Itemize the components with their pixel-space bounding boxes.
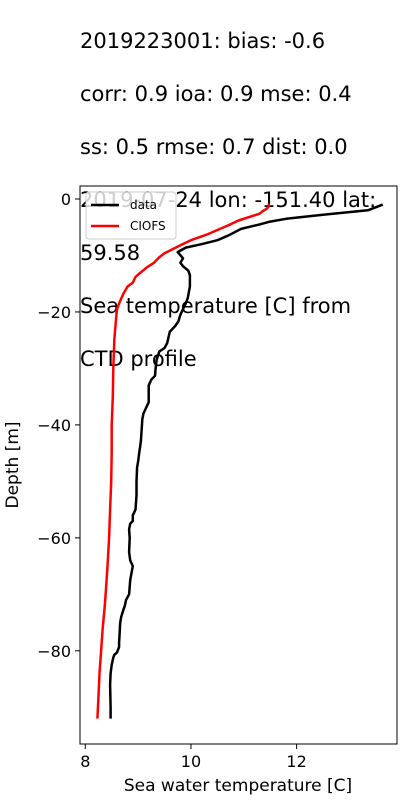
title-line: corr: 0.9 ioa: 0.9 mse: 0.4: [80, 81, 352, 106]
x-tick-label: 12: [286, 752, 306, 771]
y-axis-label: Depth [m]: [3, 421, 23, 508]
y-tick-label: 0: [61, 190, 71, 209]
legend-label-ciofs: CIOFS: [130, 219, 166, 233]
legend: data CIOFS: [85, 191, 177, 240]
plot-frame: [79, 185, 398, 745]
x-tick-label: 10: [181, 752, 201, 771]
y-tick-label: −40: [37, 416, 71, 435]
title-line: Sea temperature [C] from: [80, 293, 352, 318]
title-line: 59.58: [80, 240, 141, 265]
x-tick-label: 8: [80, 752, 90, 771]
series-line-data: [108, 203, 384, 719]
title-line: 2019223001: bias: -0.6: [80, 28, 326, 53]
title-line: CTD profile: [80, 346, 197, 371]
chart-title: 2019223001: bias: -0.6 corr: 0.9 ioa: 0.…: [80, 1, 398, 399]
series-layer: [96, 203, 384, 719]
y-tick-label: −60: [37, 529, 71, 548]
x-axis: 8 10 12: [80, 744, 307, 771]
title-line: ss: 0.5 rmse: 0.7 dist: 0.0: [80, 134, 348, 159]
legend-label-data: data: [130, 198, 157, 212]
y-axis: 0 −20 −40 −60 −80: [37, 190, 80, 661]
x-axis-label: Sea water temperature [C]: [124, 776, 352, 796]
series-line-ciofs: [96, 203, 271, 719]
y-tick-label: −80: [37, 642, 71, 661]
y-tick-label: −20: [37, 303, 71, 322]
